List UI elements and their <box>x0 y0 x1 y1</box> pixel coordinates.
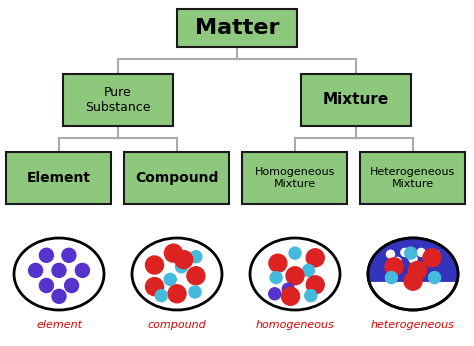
Text: Pure
Substance: Pure Substance <box>85 86 151 114</box>
Circle shape <box>302 264 315 276</box>
Text: Heterogeneous
Mixture: Heterogeneous Mixture <box>370 167 456 189</box>
Circle shape <box>385 272 397 284</box>
Text: element: element <box>36 320 82 330</box>
Ellipse shape <box>132 238 222 310</box>
Circle shape <box>386 250 394 258</box>
Circle shape <box>190 251 202 263</box>
Circle shape <box>39 279 54 292</box>
FancyBboxPatch shape <box>7 152 111 204</box>
Circle shape <box>428 272 441 284</box>
Ellipse shape <box>368 238 458 310</box>
Text: compound: compound <box>147 320 206 330</box>
Circle shape <box>404 272 422 290</box>
Circle shape <box>282 283 294 295</box>
Circle shape <box>306 276 324 294</box>
Text: Compound: Compound <box>135 171 219 185</box>
Circle shape <box>64 279 79 292</box>
Circle shape <box>52 263 66 277</box>
Circle shape <box>164 244 182 262</box>
Circle shape <box>146 277 164 295</box>
Circle shape <box>289 247 301 259</box>
FancyBboxPatch shape <box>361 152 465 204</box>
Circle shape <box>401 248 409 256</box>
Circle shape <box>269 254 287 272</box>
FancyBboxPatch shape <box>63 74 173 126</box>
Circle shape <box>175 261 188 273</box>
Circle shape <box>405 247 417 259</box>
Polygon shape <box>368 238 458 281</box>
Circle shape <box>155 290 167 302</box>
Circle shape <box>417 248 425 256</box>
Circle shape <box>423 249 441 267</box>
Circle shape <box>168 285 186 303</box>
Text: heterogeneous: heterogeneous <box>371 320 455 330</box>
Circle shape <box>286 267 304 285</box>
Circle shape <box>425 257 433 265</box>
Circle shape <box>393 257 401 265</box>
FancyBboxPatch shape <box>243 152 347 204</box>
FancyBboxPatch shape <box>125 152 229 204</box>
Text: Homogeneous
Mixture: Homogeneous Mixture <box>255 167 335 189</box>
Circle shape <box>28 263 43 277</box>
Circle shape <box>52 289 66 303</box>
Circle shape <box>62 248 76 262</box>
Text: homogeneous: homogeneous <box>255 320 334 330</box>
Circle shape <box>431 250 439 258</box>
Ellipse shape <box>14 238 104 310</box>
Circle shape <box>39 248 54 262</box>
Circle shape <box>282 287 300 305</box>
Circle shape <box>164 273 176 285</box>
Text: Element: Element <box>27 171 91 185</box>
Circle shape <box>270 272 282 284</box>
FancyBboxPatch shape <box>177 9 297 47</box>
Circle shape <box>187 267 205 285</box>
FancyBboxPatch shape <box>301 74 411 126</box>
Circle shape <box>269 288 281 300</box>
Circle shape <box>306 249 324 267</box>
Circle shape <box>175 251 193 268</box>
Text: Mixture: Mixture <box>323 92 389 108</box>
Circle shape <box>75 263 90 277</box>
Circle shape <box>146 256 164 274</box>
Circle shape <box>305 290 317 302</box>
Circle shape <box>385 258 403 276</box>
Ellipse shape <box>250 238 340 310</box>
Text: Matter: Matter <box>195 18 279 38</box>
Circle shape <box>189 286 201 298</box>
Circle shape <box>409 261 427 280</box>
Circle shape <box>409 255 417 263</box>
